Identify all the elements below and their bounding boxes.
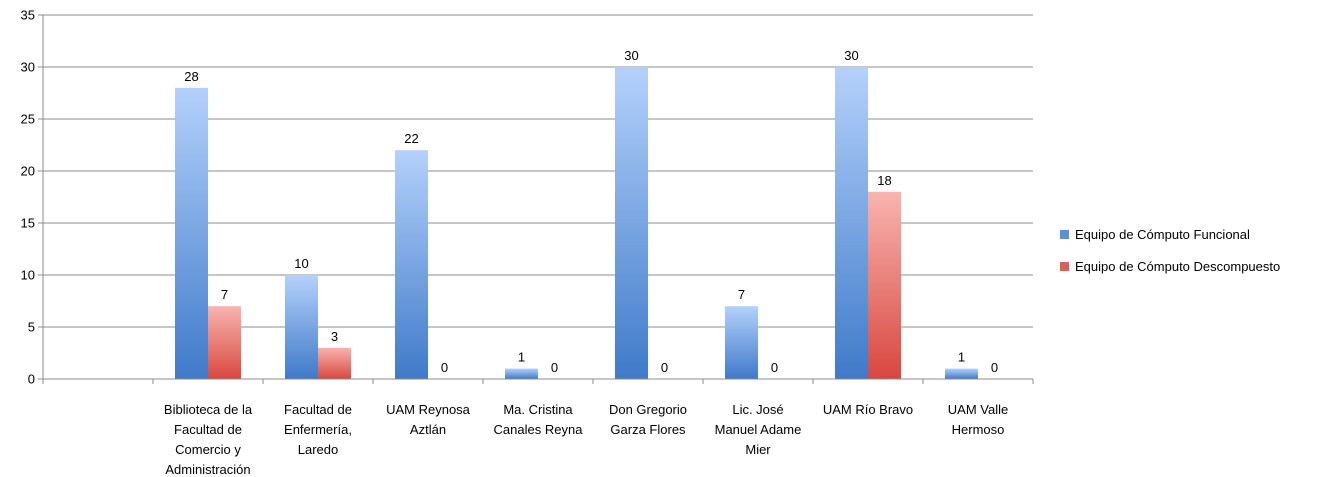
x-category-label-line: Facultad de	[284, 402, 352, 417]
data-label: 22	[404, 131, 418, 146]
bar-funcional	[505, 368, 538, 379]
x-category-label-line: UAM Valle	[948, 402, 1008, 417]
x-category-label: Ma. Cristina Canales Reyna	[494, 402, 584, 437]
x-category-label-line: Hermoso	[952, 422, 1005, 437]
legend: Equipo de Cómputo Funcional Equipo de Có…	[1060, 224, 1280, 288]
bar-funcional	[945, 368, 978, 379]
data-label: 0	[551, 360, 558, 375]
x-category-label-line: Don Gregorio	[609, 402, 687, 417]
x-category-label: Biblioteca de la Facultad de Comercio y Adm…	[164, 402, 253, 477]
y-tick-label: 35	[21, 8, 35, 23]
y-tick-label: 30	[21, 60, 35, 75]
y-tick-label: 25	[21, 112, 35, 127]
x-category-label-line: Comercio y	[175, 442, 241, 457]
data-label: 18	[877, 173, 891, 188]
data-label: 0	[991, 360, 998, 375]
y-axis: 0 5 10 15 20 25 30 35	[21, 8, 44, 387]
x-category-label-line: Ma. Cristina	[503, 402, 573, 417]
x-category-label-line: Laredo	[298, 442, 338, 457]
bar-descompuesto	[868, 191, 901, 379]
bar-funcional	[725, 306, 758, 379]
x-category-label: Don Gregorio Garza Flores	[609, 402, 687, 437]
data-label: 1	[518, 350, 525, 365]
data-label: 0	[441, 360, 448, 375]
legend-swatch-funcional	[1060, 229, 1069, 239]
bar-funcional	[175, 87, 208, 380]
data-label: 0	[771, 360, 778, 375]
data-label: 10	[294, 256, 308, 271]
data-label: 1	[958, 350, 965, 365]
x-category-label-line: Mier	[745, 442, 771, 457]
x-category-label-line: Facultad de	[174, 422, 242, 437]
x-category-label: UAM Valle Hermoso	[948, 402, 1008, 437]
legend-label-descompuesto: Equipo de Cómputo Descompuesto	[1075, 258, 1281, 274]
legend-label-funcional: Equipo de Cómputo Funcional	[1075, 226, 1250, 242]
data-label: 7	[221, 287, 228, 302]
data-label: 30	[624, 48, 638, 63]
bar-funcional	[395, 150, 428, 379]
x-category-label: UAM Reynosa Aztlán	[386, 402, 471, 437]
y-tick-label: 15	[21, 216, 35, 231]
x-category-label-line: Biblioteca de la	[164, 402, 253, 417]
x-axis: Biblioteca de la Facultad de Comercio y Adm…	[42, 378, 1034, 477]
bar-descompuesto	[318, 347, 351, 379]
y-tick-label: 5	[28, 320, 35, 335]
x-category-label-line: Garza Flores	[610, 422, 686, 437]
legend-item-descompuesto: Equipo de Cómputo Descompuesto	[1060, 256, 1280, 276]
x-category-label-line: Administración	[165, 462, 250, 477]
bar-descompuesto	[208, 306, 241, 379]
bar-funcional	[615, 67, 648, 379]
data-label: 30	[844, 48, 858, 63]
y-tick-label: 0	[28, 372, 35, 387]
legend-item-funcional: Equipo de Cómputo Funcional	[1060, 224, 1280, 244]
data-label: 28	[184, 69, 198, 84]
y-tick-label: 20	[21, 164, 35, 179]
x-category-label: UAM Río Bravo	[823, 402, 913, 417]
x-category-label: Lic. José Manuel Adame Mier	[715, 402, 802, 457]
data-label: 7	[738, 287, 745, 302]
data-label: 3	[331, 329, 338, 344]
x-category-label-line: UAM Reynosa	[386, 402, 471, 417]
x-category-label-line: Lic. José	[732, 402, 783, 417]
x-category-label-line: Canales Reyna	[494, 422, 584, 437]
x-category-label-line: UAM Río Bravo	[823, 402, 913, 417]
y-tick-label: 10	[21, 268, 35, 283]
legend-swatch-descompuesto	[1060, 261, 1069, 271]
x-category-label-line: Aztlán	[410, 422, 446, 437]
data-label: 0	[661, 360, 668, 375]
bar-funcional	[285, 275, 318, 379]
x-category-label-line: Enfermería,	[284, 422, 352, 437]
x-category-label: Facultad de Enfermería, Laredo	[284, 402, 352, 457]
bar-funcional	[835, 67, 868, 379]
x-category-label-line: Manuel Adame	[715, 422, 802, 437]
